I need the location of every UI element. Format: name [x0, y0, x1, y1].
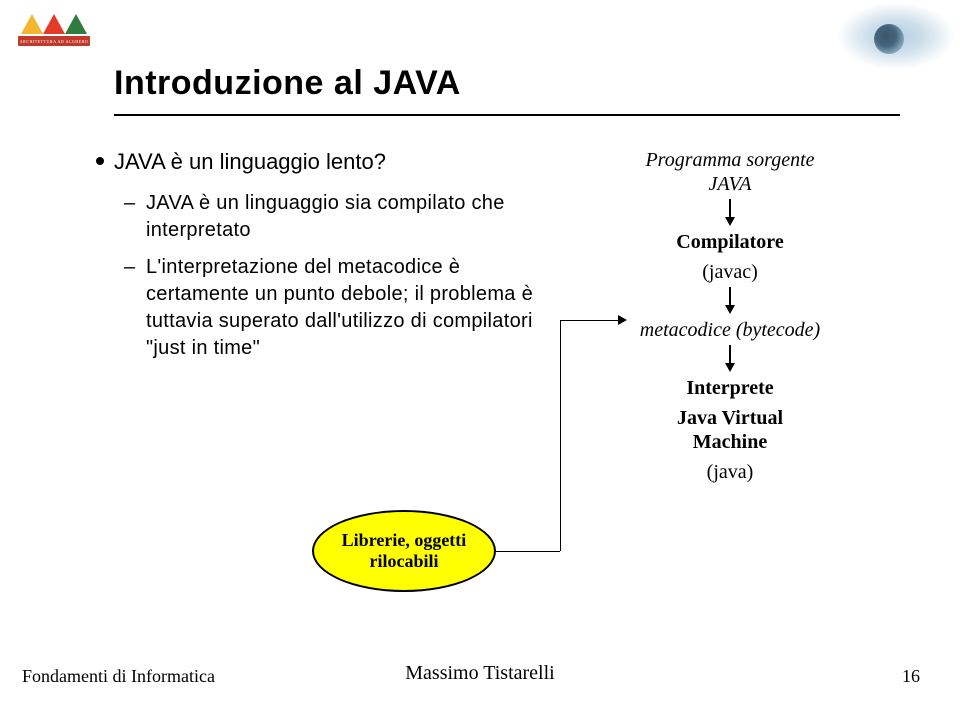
- flow-label: Compilatore: [676, 230, 783, 254]
- bullet-dot-icon: [96, 157, 104, 165]
- connector-segment: [496, 551, 560, 552]
- flow-label: (javac): [702, 260, 758, 284]
- flow-label: Programma sorgenteJAVA: [645, 148, 814, 196]
- bullet-level2-text: JAVA è un linguaggio sia compilato che i…: [146, 190, 556, 244]
- flow-arrow-icon: [725, 286, 735, 314]
- connector-segment: [560, 320, 561, 551]
- logo-triangle-3: [65, 14, 87, 34]
- footer-center: Massimo Tistarelli: [0, 662, 960, 685]
- flow-label: Java VirtualMachine: [677, 406, 783, 454]
- bullet-level1-text: JAVA è un linguaggio lento?: [114, 148, 386, 176]
- flow-arrow-icon: [725, 344, 735, 372]
- footer-page-number: 16: [902, 666, 920, 687]
- logo-triangle-2: [43, 14, 65, 34]
- eye-watermark: [800, 0, 960, 90]
- flow-label: (java): [707, 460, 754, 484]
- libraries-ellipse: Librerie, oggettirilocabili: [312, 510, 496, 592]
- flow-arrow-icon: [725, 198, 735, 226]
- flow-label: metacodice (bytecode): [640, 318, 820, 342]
- logo-bar: ARCHITETTURA AD ALGHERO: [18, 36, 90, 46]
- slide-title: Introduzione al JAVA: [114, 64, 461, 103]
- bullet-level2-item: – L'interpretazione del metacodice è cer…: [124, 254, 556, 362]
- flow-diagram: Programma sorgenteJAVA Compilatore (javac)…: [620, 144, 840, 486]
- bullet-dash-icon: –: [124, 254, 136, 362]
- corner-logo: ARCHITETTURA AD ALGHERO: [18, 14, 90, 46]
- title-underline: [114, 114, 900, 116]
- bullet-level2-text: L'interpretazione del metacodice è certa…: [146, 254, 556, 362]
- flow-label: Interprete: [686, 376, 773, 400]
- bullet-dash-icon: –: [124, 190, 136, 244]
- bullet-list: JAVA è un linguaggio lento? – JAVA è un …: [96, 148, 556, 372]
- bullet-level1: JAVA è un linguaggio lento?: [96, 148, 556, 176]
- connector-arrowhead-icon: [618, 315, 627, 325]
- connector-segment: [560, 320, 618, 321]
- logo-triangle-1: [21, 14, 43, 34]
- bullet-level2-item: – JAVA è un linguaggio sia compilato che…: [124, 190, 556, 244]
